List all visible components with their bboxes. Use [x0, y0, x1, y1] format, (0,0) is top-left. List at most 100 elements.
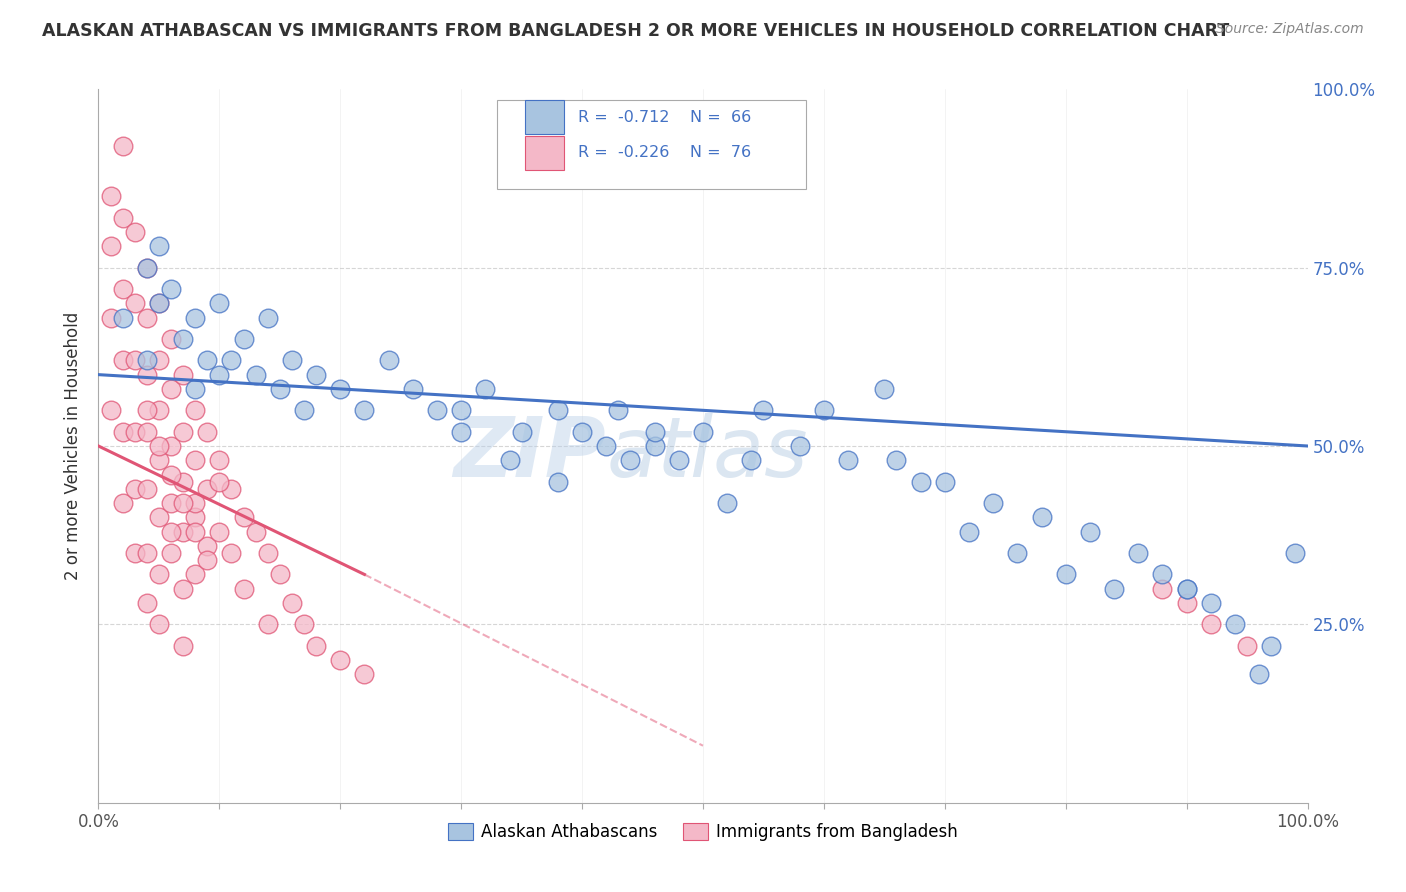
Point	[148, 403, 170, 417]
Point	[111, 139, 134, 153]
Point	[644, 425, 666, 439]
Point	[195, 539, 218, 553]
Point	[172, 332, 194, 346]
Point	[619, 453, 641, 467]
Point	[160, 282, 183, 296]
Point	[184, 510, 207, 524]
Point	[135, 546, 157, 560]
Point	[148, 296, 170, 310]
Point	[740, 453, 762, 467]
Text: ALASKAN ATHABASCAN VS IMMIGRANTS FROM BANGLADESH 2 OR MORE VEHICLES IN HOUSEHOLD: ALASKAN ATHABASCAN VS IMMIGRANTS FROM BA…	[42, 22, 1229, 40]
Point	[172, 496, 194, 510]
Point	[1128, 546, 1150, 560]
Text: Source: ZipAtlas.com: Source: ZipAtlas.com	[1216, 22, 1364, 37]
Legend: Alaskan Athabascans, Immigrants from Bangladesh: Alaskan Athabascans, Immigrants from Ban…	[441, 816, 965, 848]
Point	[184, 524, 207, 539]
Point	[195, 353, 218, 368]
Point	[160, 439, 183, 453]
Point	[111, 353, 134, 368]
Point	[571, 425, 593, 439]
Point	[135, 403, 157, 417]
Y-axis label: 2 or more Vehicles in Household: 2 or more Vehicles in Household	[65, 312, 83, 580]
Point	[1175, 596, 1198, 610]
Point	[172, 425, 194, 439]
Point	[1078, 524, 1101, 539]
Point	[148, 239, 170, 253]
Point	[1284, 546, 1306, 560]
Point	[1199, 596, 1222, 610]
Point	[305, 368, 328, 382]
Point	[111, 282, 134, 296]
Point	[195, 553, 218, 567]
Point	[981, 496, 1004, 510]
Point	[377, 353, 399, 368]
Point	[160, 467, 183, 482]
Point	[111, 496, 134, 510]
Point	[221, 353, 243, 368]
Point	[172, 475, 194, 489]
Point	[692, 425, 714, 439]
Point	[184, 382, 207, 396]
Point	[160, 496, 183, 510]
Point	[172, 524, 194, 539]
Point	[450, 425, 472, 439]
Point	[232, 510, 254, 524]
Point	[353, 667, 375, 681]
Point	[111, 425, 134, 439]
Point	[269, 567, 291, 582]
Point	[498, 453, 520, 467]
Point	[111, 211, 134, 225]
Point	[450, 403, 472, 417]
Point	[135, 368, 157, 382]
Point	[124, 546, 146, 560]
Point	[135, 310, 157, 325]
Point	[1175, 582, 1198, 596]
Point	[1102, 582, 1125, 596]
Point	[172, 368, 194, 382]
Point	[111, 310, 134, 325]
Point	[305, 639, 328, 653]
Point	[160, 524, 183, 539]
Point	[957, 524, 980, 539]
Point	[100, 403, 122, 417]
Point	[752, 403, 775, 417]
Point	[353, 403, 375, 417]
Point	[184, 403, 207, 417]
Point	[292, 403, 315, 417]
Point	[195, 482, 218, 496]
Point	[329, 382, 352, 396]
Point	[148, 453, 170, 467]
Point	[135, 596, 157, 610]
Point	[135, 425, 157, 439]
Point	[1054, 567, 1077, 582]
Point	[100, 239, 122, 253]
FancyBboxPatch shape	[498, 100, 806, 189]
Point	[184, 453, 207, 467]
Point	[910, 475, 932, 489]
Point	[256, 617, 278, 632]
Point	[789, 439, 811, 453]
Point	[208, 296, 231, 310]
Point	[232, 582, 254, 596]
Point	[716, 496, 738, 510]
Point	[160, 382, 183, 396]
Point	[221, 546, 243, 560]
Point	[148, 353, 170, 368]
Point	[256, 546, 278, 560]
Point	[1007, 546, 1029, 560]
Point	[124, 225, 146, 239]
Point	[281, 596, 304, 610]
Point	[813, 403, 835, 417]
Point	[148, 439, 170, 453]
Point	[547, 475, 569, 489]
Point	[195, 425, 218, 439]
Point	[245, 524, 267, 539]
Point	[873, 382, 896, 396]
Point	[1249, 667, 1271, 681]
Point	[160, 332, 183, 346]
Point	[595, 439, 617, 453]
Point	[1152, 567, 1174, 582]
Text: atlas: atlas	[606, 413, 808, 493]
Point	[135, 260, 157, 275]
Point	[668, 453, 690, 467]
